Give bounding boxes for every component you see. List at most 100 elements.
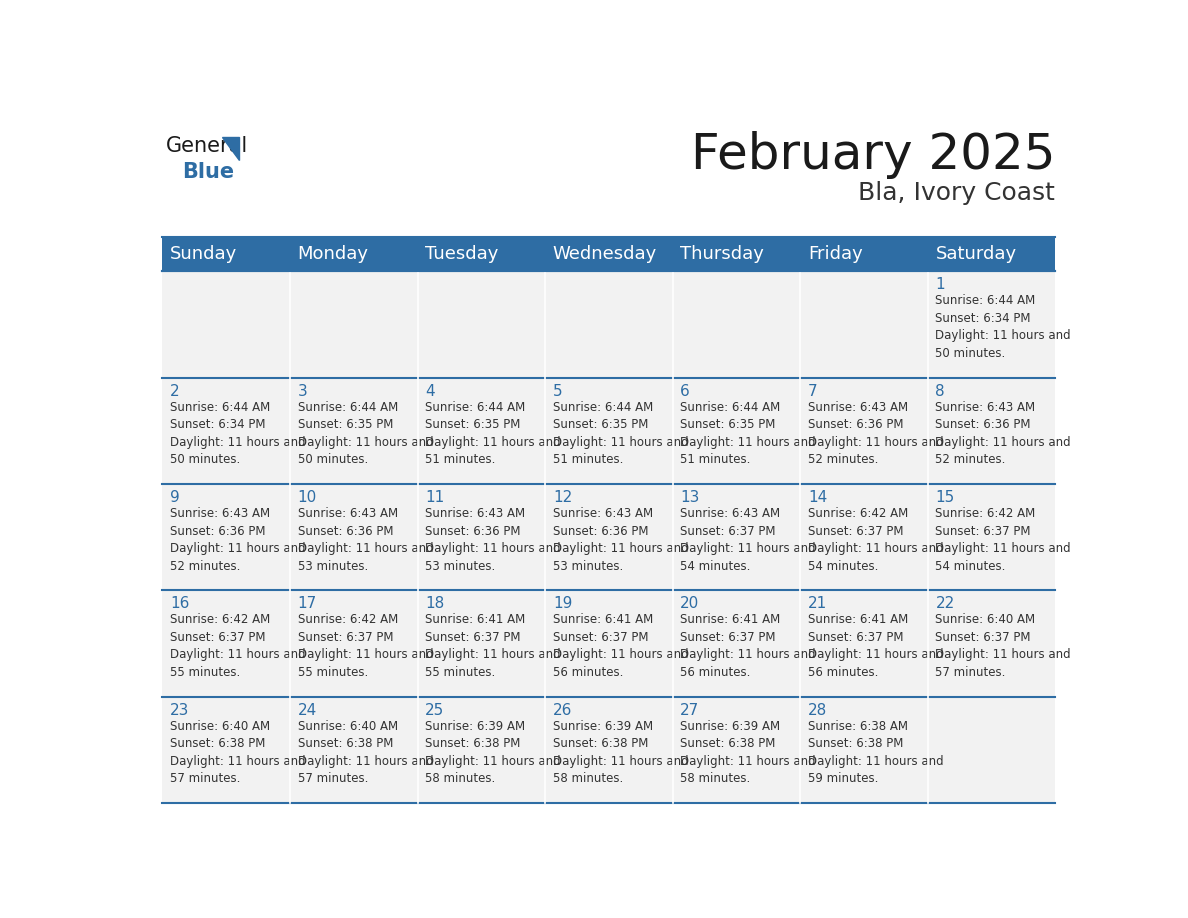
Bar	[163, 697, 290, 803]
Text: Sunrise: 6:43 AM
Sunset: 6:36 PM
Daylight: 11 hours and
52 minutes.: Sunrise: 6:43 AM Sunset: 6:36 PM Dayligh…	[808, 400, 943, 466]
Text: 14: 14	[808, 490, 827, 505]
Text: Friday: Friday	[808, 245, 862, 263]
Text: Sunrise: 6:43 AM
Sunset: 6:36 PM
Daylight: 11 hours and
53 minutes.: Sunrise: 6:43 AM Sunset: 6:36 PM Dayligh…	[298, 507, 434, 573]
Bar	[290, 697, 417, 803]
Text: General: General	[166, 136, 248, 155]
Text: 19: 19	[552, 597, 573, 611]
Text: February 2025: February 2025	[690, 131, 1055, 179]
Bar	[290, 377, 417, 484]
Bar	[672, 697, 801, 803]
Text: Sunrise: 6:39 AM
Sunset: 6:38 PM
Daylight: 11 hours and
58 minutes.: Sunrise: 6:39 AM Sunset: 6:38 PM Dayligh…	[552, 720, 689, 785]
Bar	[545, 590, 672, 697]
Text: Sunrise: 6:40 AM
Sunset: 6:37 PM
Daylight: 11 hours and
57 minutes.: Sunrise: 6:40 AM Sunset: 6:37 PM Dayligh…	[935, 613, 1072, 679]
Text: Sunrise: 6:43 AM
Sunset: 6:36 PM
Daylight: 11 hours and
52 minutes.: Sunrise: 6:43 AM Sunset: 6:36 PM Dayligh…	[935, 400, 1072, 466]
Bar	[163, 590, 290, 697]
Text: 26: 26	[552, 703, 573, 718]
Bar	[163, 377, 290, 484]
Text: Sunrise: 6:44 AM
Sunset: 6:34 PM
Daylight: 11 hours and
50 minutes.: Sunrise: 6:44 AM Sunset: 6:34 PM Dayligh…	[935, 294, 1072, 360]
Bar	[801, 377, 928, 484]
Text: Blue: Blue	[182, 162, 234, 182]
Text: Sunrise: 6:42 AM
Sunset: 6:37 PM
Daylight: 11 hours and
54 minutes.: Sunrise: 6:42 AM Sunset: 6:37 PM Dayligh…	[808, 507, 943, 573]
Text: Sunrise: 6:38 AM
Sunset: 6:38 PM
Daylight: 11 hours and
59 minutes.: Sunrise: 6:38 AM Sunset: 6:38 PM Dayligh…	[808, 720, 943, 785]
Text: 25: 25	[425, 703, 444, 718]
Bar	[163, 271, 290, 377]
Text: Sunday: Sunday	[170, 245, 238, 263]
Text: Sunrise: 6:40 AM
Sunset: 6:38 PM
Daylight: 11 hours and
57 minutes.: Sunrise: 6:40 AM Sunset: 6:38 PM Dayligh…	[170, 720, 305, 785]
Text: 10: 10	[298, 490, 317, 505]
Text: 3: 3	[298, 384, 308, 398]
Text: Sunrise: 6:41 AM
Sunset: 6:37 PM
Daylight: 11 hours and
56 minutes.: Sunrise: 6:41 AM Sunset: 6:37 PM Dayligh…	[552, 613, 689, 679]
Text: Sunrise: 6:43 AM
Sunset: 6:36 PM
Daylight: 11 hours and
53 minutes.: Sunrise: 6:43 AM Sunset: 6:36 PM Dayligh…	[425, 507, 561, 573]
Text: Sunrise: 6:44 AM
Sunset: 6:35 PM
Daylight: 11 hours and
51 minutes.: Sunrise: 6:44 AM Sunset: 6:35 PM Dayligh…	[552, 400, 689, 466]
Text: Monday: Monday	[298, 245, 368, 263]
Text: 18: 18	[425, 597, 444, 611]
Text: 4: 4	[425, 384, 435, 398]
Text: 5: 5	[552, 384, 562, 398]
Text: 15: 15	[935, 490, 955, 505]
Text: Thursday: Thursday	[681, 245, 764, 263]
Bar	[417, 697, 545, 803]
Bar	[801, 484, 928, 590]
Text: 27: 27	[681, 703, 700, 718]
Text: Sunrise: 6:43 AM
Sunset: 6:37 PM
Daylight: 11 hours and
54 minutes.: Sunrise: 6:43 AM Sunset: 6:37 PM Dayligh…	[681, 507, 816, 573]
Text: Sunrise: 6:43 AM
Sunset: 6:36 PM
Daylight: 11 hours and
52 minutes.: Sunrise: 6:43 AM Sunset: 6:36 PM Dayligh…	[170, 507, 305, 573]
Text: 8: 8	[935, 384, 946, 398]
Bar	[801, 271, 928, 377]
Text: 28: 28	[808, 703, 827, 718]
Text: Sunrise: 6:44 AM
Sunset: 6:34 PM
Daylight: 11 hours and
50 minutes.: Sunrise: 6:44 AM Sunset: 6:34 PM Dayligh…	[170, 400, 305, 466]
Text: Sunrise: 6:44 AM
Sunset: 6:35 PM
Daylight: 11 hours and
51 minutes.: Sunrise: 6:44 AM Sunset: 6:35 PM Dayligh…	[425, 400, 561, 466]
Text: Saturday: Saturday	[935, 245, 1017, 263]
Bar	[290, 590, 417, 697]
Bar	[417, 590, 545, 697]
Text: 2: 2	[170, 384, 179, 398]
Polygon shape	[222, 137, 239, 161]
Text: 7: 7	[808, 384, 817, 398]
Bar	[928, 484, 1055, 590]
Text: Sunrise: 6:40 AM
Sunset: 6:38 PM
Daylight: 11 hours and
57 minutes.: Sunrise: 6:40 AM Sunset: 6:38 PM Dayligh…	[298, 720, 434, 785]
Bar	[545, 484, 672, 590]
Bar	[672, 377, 801, 484]
Bar	[290, 271, 417, 377]
Text: Tuesday: Tuesday	[425, 245, 499, 263]
Text: Sunrise: 6:39 AM
Sunset: 6:38 PM
Daylight: 11 hours and
58 minutes.: Sunrise: 6:39 AM Sunset: 6:38 PM Dayligh…	[681, 720, 816, 785]
Text: 6: 6	[681, 384, 690, 398]
Text: Sunrise: 6:41 AM
Sunset: 6:37 PM
Daylight: 11 hours and
56 minutes.: Sunrise: 6:41 AM Sunset: 6:37 PM Dayligh…	[681, 613, 816, 679]
Text: 24: 24	[298, 703, 317, 718]
Text: 13: 13	[681, 490, 700, 505]
Text: 9: 9	[170, 490, 179, 505]
Bar	[801, 590, 928, 697]
Bar	[163, 237, 1055, 271]
Bar	[928, 697, 1055, 803]
Text: 11: 11	[425, 490, 444, 505]
Text: 20: 20	[681, 597, 700, 611]
Text: 1: 1	[935, 277, 946, 292]
Text: Sunrise: 6:39 AM
Sunset: 6:38 PM
Daylight: 11 hours and
58 minutes.: Sunrise: 6:39 AM Sunset: 6:38 PM Dayligh…	[425, 720, 561, 785]
Text: Sunrise: 6:42 AM
Sunset: 6:37 PM
Daylight: 11 hours and
54 minutes.: Sunrise: 6:42 AM Sunset: 6:37 PM Dayligh…	[935, 507, 1072, 573]
Bar	[417, 484, 545, 590]
Bar	[801, 697, 928, 803]
Text: 21: 21	[808, 597, 827, 611]
Text: 23: 23	[170, 703, 190, 718]
Bar	[928, 590, 1055, 697]
Bar	[417, 377, 545, 484]
Bar	[672, 271, 801, 377]
Text: 17: 17	[298, 597, 317, 611]
Bar	[928, 271, 1055, 377]
Bar	[545, 697, 672, 803]
Text: Bla, Ivory Coast: Bla, Ivory Coast	[859, 181, 1055, 205]
Text: 22: 22	[935, 597, 955, 611]
Bar	[672, 484, 801, 590]
Bar	[545, 377, 672, 484]
Text: Sunrise: 6:43 AM
Sunset: 6:36 PM
Daylight: 11 hours and
53 minutes.: Sunrise: 6:43 AM Sunset: 6:36 PM Dayligh…	[552, 507, 689, 573]
Text: Sunrise: 6:42 AM
Sunset: 6:37 PM
Daylight: 11 hours and
55 minutes.: Sunrise: 6:42 AM Sunset: 6:37 PM Dayligh…	[298, 613, 434, 679]
Text: Sunrise: 6:41 AM
Sunset: 6:37 PM
Daylight: 11 hours and
56 minutes.: Sunrise: 6:41 AM Sunset: 6:37 PM Dayligh…	[808, 613, 943, 679]
Bar	[672, 590, 801, 697]
Text: 16: 16	[170, 597, 190, 611]
Bar	[163, 484, 290, 590]
Text: Sunrise: 6:44 AM
Sunset: 6:35 PM
Daylight: 11 hours and
50 minutes.: Sunrise: 6:44 AM Sunset: 6:35 PM Dayligh…	[298, 400, 434, 466]
Bar	[417, 271, 545, 377]
Text: Sunrise: 6:42 AM
Sunset: 6:37 PM
Daylight: 11 hours and
55 minutes.: Sunrise: 6:42 AM Sunset: 6:37 PM Dayligh…	[170, 613, 305, 679]
Text: Sunrise: 6:44 AM
Sunset: 6:35 PM
Daylight: 11 hours and
51 minutes.: Sunrise: 6:44 AM Sunset: 6:35 PM Dayligh…	[681, 400, 816, 466]
Text: Sunrise: 6:41 AM
Sunset: 6:37 PM
Daylight: 11 hours and
55 minutes.: Sunrise: 6:41 AM Sunset: 6:37 PM Dayligh…	[425, 613, 561, 679]
Text: Wednesday: Wednesday	[552, 245, 657, 263]
